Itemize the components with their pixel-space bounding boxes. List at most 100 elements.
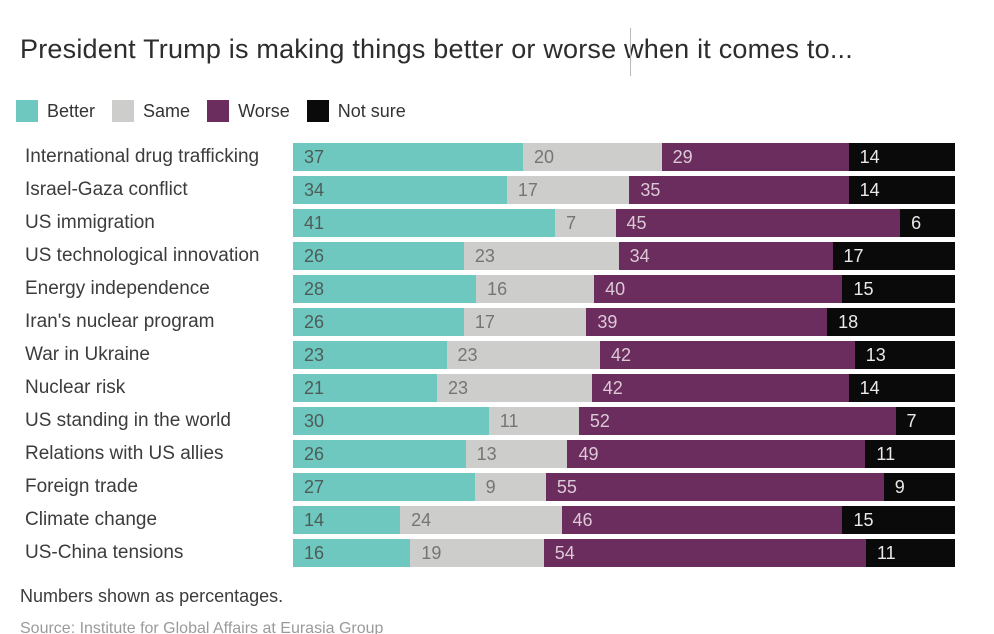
segment-value: 17 bbox=[843, 246, 864, 266]
segment-value: 54 bbox=[554, 543, 575, 563]
bar-segment-not-sure: 15 bbox=[842, 275, 955, 303]
legend-label: Worse bbox=[238, 100, 290, 121]
stacked-bar: 37 20 29 14 bbox=[293, 143, 955, 171]
chart-row: Foreign trade 27 9 55 9 bbox=[0, 473, 994, 501]
segment-value: 14 bbox=[859, 378, 880, 398]
legend-item-better: Better bbox=[16, 100, 95, 122]
bar-segment-better: 41 bbox=[293, 209, 556, 237]
segment-value: 14 bbox=[859, 180, 880, 200]
bar-segment-same: 17 bbox=[506, 176, 630, 204]
bar-segment-worse: 45 bbox=[615, 209, 901, 237]
chart-note: Numbers shown as percentages. bbox=[20, 586, 284, 606]
bar-segment-same: 23 bbox=[463, 242, 619, 270]
category-label: War in Ukraine bbox=[25, 344, 150, 365]
segment-value: 16 bbox=[304, 543, 325, 563]
segment-value: 29 bbox=[672, 147, 693, 167]
segment-value: 20 bbox=[534, 147, 555, 167]
segment-value: 7 bbox=[566, 213, 577, 233]
chart-row: Energy independence 28 16 40 15 bbox=[0, 275, 994, 303]
legend-swatch-worse bbox=[207, 100, 230, 122]
segment-value: 26 bbox=[304, 246, 325, 266]
bar-segment-worse: 29 bbox=[661, 143, 849, 171]
chart-row: Iran's nuclear program 26 17 39 18 bbox=[0, 308, 994, 336]
bar-segment-same: 13 bbox=[465, 440, 568, 468]
segment-value: 7 bbox=[906, 411, 917, 431]
segment-value: 21 bbox=[304, 378, 325, 398]
chart-row: Israel-Gaza conflict 34 17 35 14 bbox=[0, 176, 994, 204]
bar-segment-not-sure: 14 bbox=[848, 143, 955, 171]
segment-value: 14 bbox=[304, 510, 325, 530]
chart-title: President Trump is making things better … bbox=[20, 34, 853, 64]
segment-value: 9 bbox=[485, 477, 496, 497]
segment-value: 26 bbox=[304, 444, 325, 464]
segment-value: 13 bbox=[476, 444, 497, 464]
bar-segment-not-sure: 13 bbox=[854, 341, 955, 369]
bar-segment-not-sure: 11 bbox=[866, 539, 955, 567]
bar-segment-better: 14 bbox=[293, 506, 401, 534]
bar-segment-not-sure: 7 bbox=[895, 407, 956, 435]
segment-value: 37 bbox=[304, 147, 325, 167]
segment-value: 30 bbox=[304, 411, 325, 431]
segment-value: 46 bbox=[572, 510, 593, 530]
bar-segment-same: 16 bbox=[476, 275, 595, 303]
segment-value: 23 bbox=[474, 246, 495, 266]
bar-segment-better: 26 bbox=[293, 308, 464, 336]
legend-label: Same bbox=[143, 100, 191, 121]
bar-segment-worse: 42 bbox=[600, 341, 855, 369]
segment-value: 24 bbox=[411, 510, 432, 530]
segment-value: 14 bbox=[859, 147, 880, 167]
bar-segment-same: 19 bbox=[410, 539, 544, 567]
bar-segment-worse: 49 bbox=[567, 440, 866, 468]
bar-segment-worse: 34 bbox=[618, 242, 833, 270]
segment-value: 11 bbox=[499, 411, 519, 431]
segment-value: 9 bbox=[894, 477, 905, 497]
bar-segment-worse: 42 bbox=[591, 374, 849, 402]
segment-value: 16 bbox=[487, 279, 508, 299]
category-label: US technological innovation bbox=[25, 245, 260, 266]
category-label: Climate change bbox=[25, 509, 158, 530]
category-label: US standing in the world bbox=[25, 410, 231, 431]
chart-row: US-China tensions 16 19 54 11 bbox=[0, 539, 994, 567]
segment-value: 42 bbox=[611, 345, 632, 365]
stacked-bar: 26 23 34 17 bbox=[293, 242, 955, 270]
chart-row: War in Ukraine 23 23 42 13 bbox=[0, 341, 994, 369]
bar-segment-same: 23 bbox=[436, 374, 592, 402]
stacked-bar: 30 11 52 7 bbox=[293, 407, 956, 435]
legend: Better Same Worse Not sure bbox=[16, 100, 423, 122]
legend-item-same: Same bbox=[112, 100, 190, 122]
chart-row: US standing in the world 30 11 52 7 bbox=[0, 407, 994, 435]
stacked-bar: 28 16 40 15 bbox=[293, 275, 955, 303]
bar-segment-better: 26 bbox=[293, 242, 464, 270]
stacked-bar: 23 23 42 13 bbox=[293, 341, 955, 369]
segment-value: 41 bbox=[304, 213, 325, 233]
chart-row: Nuclear risk 21 23 42 14 bbox=[0, 374, 994, 402]
text-cursor-artifact bbox=[630, 28, 631, 76]
segment-value: 55 bbox=[556, 477, 577, 497]
bar-segment-worse: 35 bbox=[629, 176, 849, 204]
legend-item-not-sure: Not sure bbox=[306, 100, 406, 122]
bar-segment-better: 23 bbox=[293, 341, 447, 369]
category-label: International drug trafficking bbox=[25, 146, 260, 167]
legend-swatch-same bbox=[112, 100, 135, 122]
segment-value: 26 bbox=[304, 312, 325, 332]
stacked-bar: 14 24 46 15 bbox=[293, 506, 955, 534]
bar-segment-better: 37 bbox=[293, 143, 524, 171]
segment-value: 23 bbox=[447, 378, 469, 398]
bar-segment-same: 7 bbox=[555, 209, 616, 237]
segment-value: 15 bbox=[853, 510, 874, 530]
category-label: Relations with US allies bbox=[25, 443, 224, 464]
segment-value: 23 bbox=[457, 345, 478, 365]
bar-segment-better: 34 bbox=[293, 176, 507, 204]
bar-segment-worse: 54 bbox=[543, 539, 866, 567]
segment-value: 15 bbox=[853, 279, 874, 299]
segment-value: 35 bbox=[640, 180, 661, 200]
stacked-bar: 26 17 39 18 bbox=[293, 308, 955, 336]
legend-swatch-not-sure bbox=[306, 100, 329, 122]
segment-value: 18 bbox=[838, 312, 859, 332]
bar-segment-worse: 52 bbox=[578, 407, 896, 435]
bar-segment-better: 27 bbox=[293, 473, 475, 501]
bar-segment-same: 17 bbox=[463, 308, 587, 336]
segment-value: 34 bbox=[629, 246, 650, 266]
chart-source: Source: Institute for Global Affairs at … bbox=[20, 620, 384, 634]
